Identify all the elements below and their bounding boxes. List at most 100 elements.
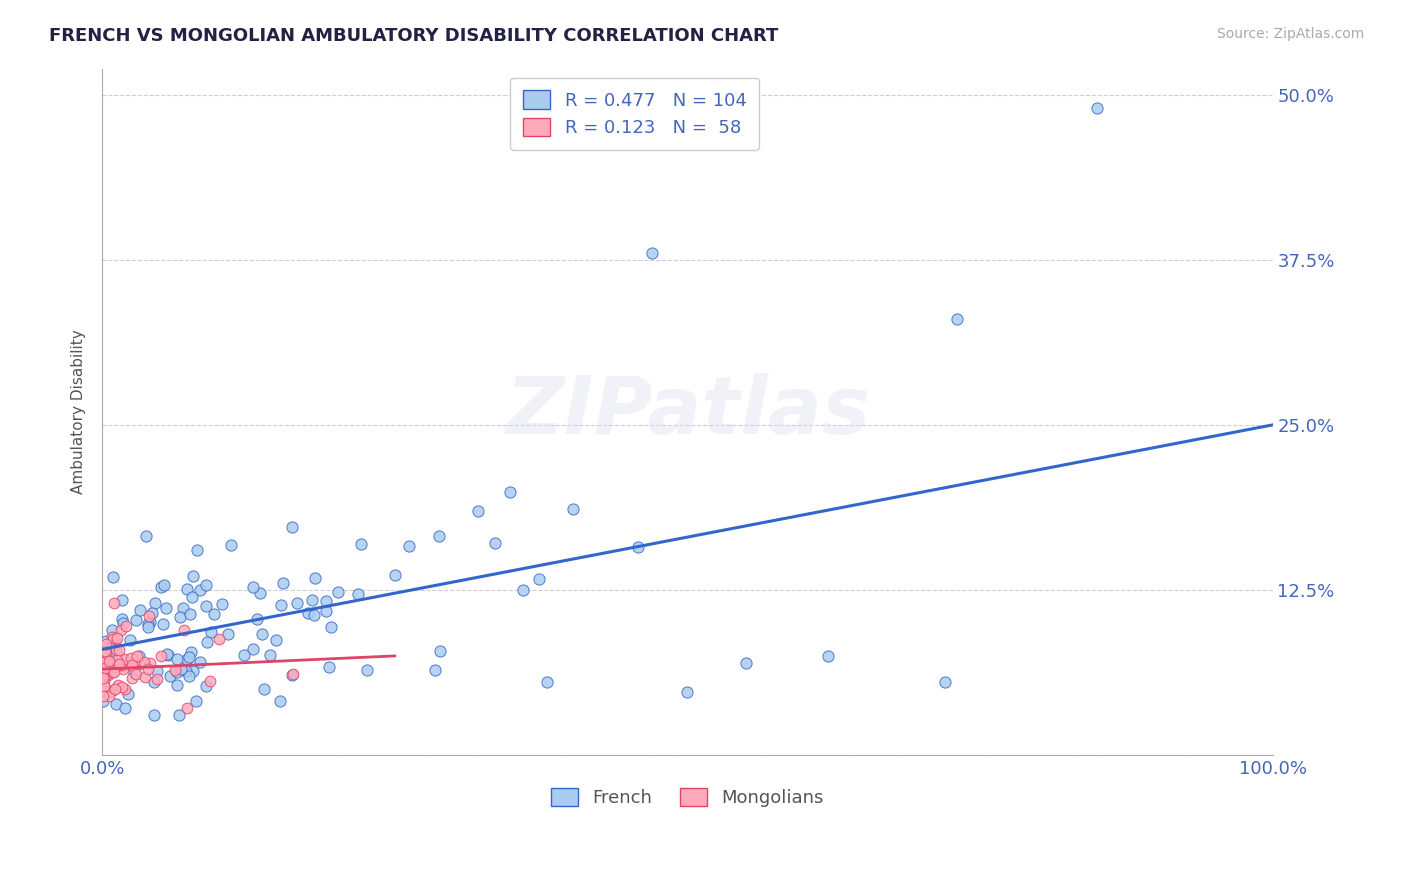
Point (423, 663, 446, 677)
Point (128, 603, 150, 617)
Point (315, 594, 337, 608)
Point (181, 568, 204, 582)
Point (315, 604, 337, 618)
Point (536, 675, 558, 690)
Point (101, 665, 124, 679)
Point (246, 611, 269, 625)
Point (153, 578, 176, 592)
Point (101, 652, 124, 666)
Point (561, 501, 583, 516)
Point (427, 529, 450, 543)
Point (91, 689, 114, 703)
Point (114, 618, 136, 632)
Point (114, 651, 136, 665)
Point (105, 653, 128, 667)
Point (271, 576, 294, 591)
Point (143, 675, 166, 690)
Point (817, 648, 839, 663)
Point (177, 669, 200, 683)
Point (97, 663, 120, 677)
Point (96, 667, 118, 681)
Point (93, 673, 115, 688)
Point (301, 593, 323, 607)
Point (139, 656, 162, 670)
Point (93, 694, 115, 708)
Point (121, 658, 143, 673)
Point (165, 663, 187, 677)
Point (934, 675, 956, 690)
Point (125, 667, 148, 681)
Point (146, 664, 169, 678)
Point (200, 624, 222, 639)
Point (188, 583, 211, 598)
Point (117, 687, 139, 701)
Point (125, 613, 148, 627)
Point (169, 610, 191, 624)
Point (179, 607, 201, 621)
Point (188, 655, 211, 669)
Point (232, 648, 254, 662)
Point (143, 596, 166, 610)
Point (93, 667, 115, 681)
Text: FRENCH VS MONGOLIAN AMBULATORY DISABILITY CORRELATION CHART: FRENCH VS MONGOLIAN AMBULATORY DISABILIT… (49, 27, 779, 45)
Point (93, 679, 115, 693)
Point (120, 651, 142, 665)
Point (270, 599, 292, 613)
Point (304, 571, 326, 585)
Point (101, 632, 124, 646)
Point (136, 616, 159, 631)
Point (302, 607, 325, 622)
Point (128, 648, 150, 663)
Point (103, 596, 125, 610)
Point (150, 580, 173, 594)
Point (156, 647, 179, 661)
Point (346, 587, 368, 601)
Point (101, 683, 124, 698)
Point (181, 590, 204, 604)
Point (166, 678, 188, 692)
Point (283, 666, 305, 681)
Point (94, 646, 117, 660)
Point (136, 662, 159, 676)
Point (112, 657, 135, 672)
Point (108, 643, 131, 657)
Point (249, 586, 271, 600)
Point (98, 685, 121, 699)
Point (121, 671, 143, 685)
Point (111, 681, 134, 695)
Y-axis label: Ambulatory Disability: Ambulatory Disability (72, 329, 86, 494)
Point (128, 657, 150, 671)
Point (105, 657, 128, 671)
Point (108, 657, 131, 671)
Point (176, 652, 198, 666)
Point (114, 682, 136, 697)
Point (94, 665, 117, 679)
Point (398, 539, 420, 553)
Point (104, 660, 127, 674)
Point (93, 643, 115, 657)
Point (676, 684, 699, 698)
Point (208, 632, 231, 646)
Point (242, 580, 264, 594)
Point (122, 655, 145, 669)
Point (135, 529, 157, 543)
Point (1085, 101, 1108, 115)
Point (159, 669, 181, 683)
Point (134, 670, 156, 684)
Point (107, 678, 129, 692)
Point (326, 584, 349, 599)
Point (97, 668, 120, 682)
Point (169, 662, 191, 676)
Point (97, 690, 120, 704)
Point (318, 660, 340, 674)
Point (176, 701, 198, 715)
Point (177, 649, 200, 664)
Point (111, 593, 134, 607)
Point (281, 520, 304, 534)
Point (110, 658, 132, 673)
Point (512, 582, 534, 597)
Point (735, 656, 758, 670)
Point (252, 682, 274, 697)
Point (138, 609, 160, 624)
Text: ZIPatlas: ZIPatlas (505, 373, 870, 450)
